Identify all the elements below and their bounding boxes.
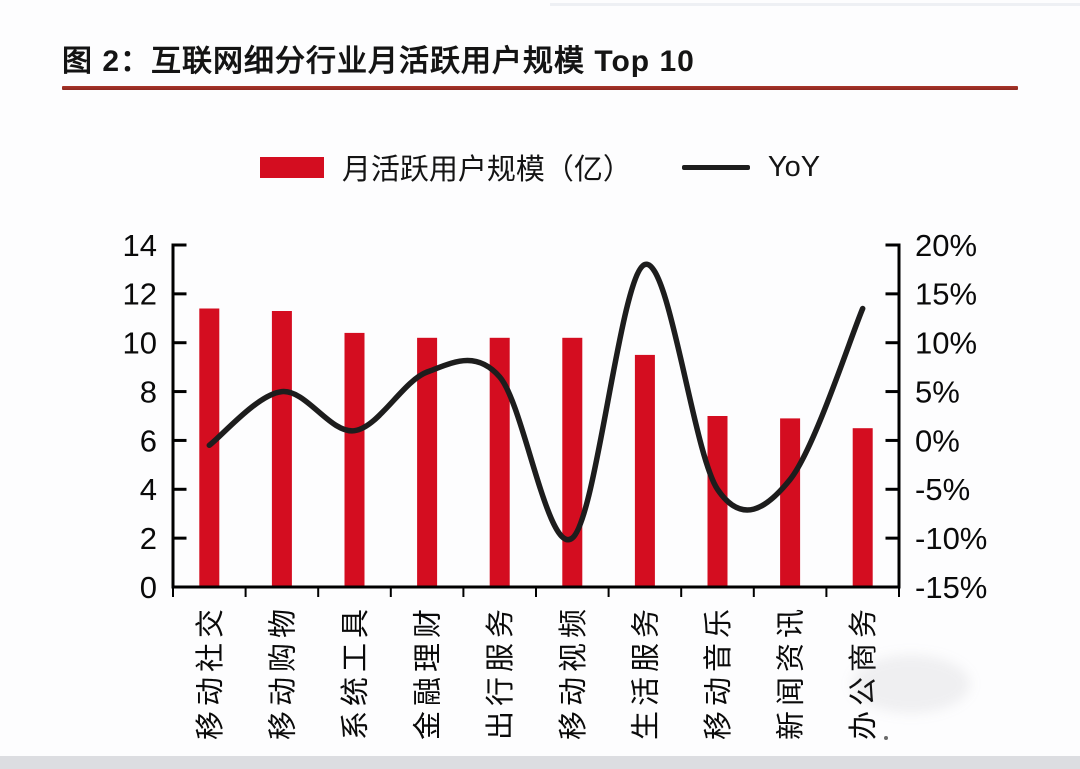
right-axis-tick-label: 0% bbox=[915, 423, 960, 458]
x-category-label: 移动购物 bbox=[266, 604, 299, 740]
legend-bar-label: 月活跃用户规模（亿） bbox=[341, 154, 632, 186]
combo-chart-svg: 0 2 4 6 8 10 12 14 -15% -10% -5% 0% 5% 10% 15% 20% 移动社交 移… bbox=[123, 228, 988, 740]
combo-chart: 0 2 4 6 8 10 12 14 -15% -10% -5% 0% 5% 10% 15% 20% 移动社交 移… bbox=[0, 209, 1080, 769]
yoy-line bbox=[206, 261, 866, 543]
x-category-label: 新闻资讯 bbox=[775, 604, 808, 740]
bar bbox=[271, 311, 292, 587]
right-axis-tick-label: 10% bbox=[915, 326, 977, 361]
bar bbox=[489, 337, 510, 587]
left-axis-tick-label: 14 bbox=[123, 228, 157, 263]
legend-item-mau: 月活跃用户规模（亿） bbox=[259, 146, 632, 188]
legend-bar-swatch-icon bbox=[259, 156, 324, 178]
x-category-label: 办公商务 bbox=[847, 604, 880, 740]
chart-legend: 月活跃用户规模（亿） YoY bbox=[0, 146, 1080, 188]
left-axis-tick-label: 4 bbox=[140, 472, 157, 507]
x-category-label: 移动社交 bbox=[194, 604, 227, 740]
bar bbox=[417, 337, 438, 587]
page-top-divider bbox=[550, 3, 1080, 6]
bar bbox=[562, 337, 583, 587]
bar bbox=[707, 416, 728, 587]
left-axis-tick-label: 8 bbox=[140, 374, 157, 409]
left-axis-tick-label: 10 bbox=[123, 326, 157, 361]
bar bbox=[780, 418, 801, 587]
speck bbox=[884, 736, 888, 740]
bar bbox=[852, 428, 873, 587]
x-category-label: 金融理财 bbox=[412, 604, 445, 740]
left-axis-tick-label: 2 bbox=[140, 521, 157, 556]
x-category-label: 移动视频 bbox=[557, 604, 590, 740]
x-category-label: 生活服务 bbox=[629, 604, 662, 740]
x-category-label: 出行服务 bbox=[484, 604, 517, 740]
right-axis-tick-label: -10% bbox=[915, 521, 987, 556]
left-axis-tick-label: 0 bbox=[140, 570, 157, 605]
bar bbox=[344, 332, 365, 587]
legend-item-yoy: YoY bbox=[681, 150, 821, 184]
left-axis-tick-label: 6 bbox=[140, 423, 157, 458]
left-axis-tick-label: 12 bbox=[123, 277, 157, 312]
right-axis-tick-label: -15% bbox=[915, 570, 987, 605]
legend-line-swatch-icon bbox=[681, 164, 750, 170]
x-category-label: 移动音乐 bbox=[702, 604, 735, 740]
x-category-label: 系统工具 bbox=[339, 604, 372, 740]
bar bbox=[634, 354, 655, 587]
right-axis-tick-label: 15% bbox=[915, 277, 977, 312]
right-axis-tick-label: -5% bbox=[915, 472, 970, 507]
right-axis-tick-label: 5% bbox=[915, 374, 960, 409]
bottom-strip bbox=[0, 756, 1080, 769]
legend-yoy-label: YoY bbox=[767, 150, 821, 183]
watermark-smudge bbox=[852, 655, 970, 713]
title-underline bbox=[62, 86, 1018, 90]
figure-title: 图 2：互联网细分行业月活跃用户规模 Top 10 bbox=[62, 45, 695, 78]
right-axis-tick-label: 20% bbox=[915, 228, 977, 263]
